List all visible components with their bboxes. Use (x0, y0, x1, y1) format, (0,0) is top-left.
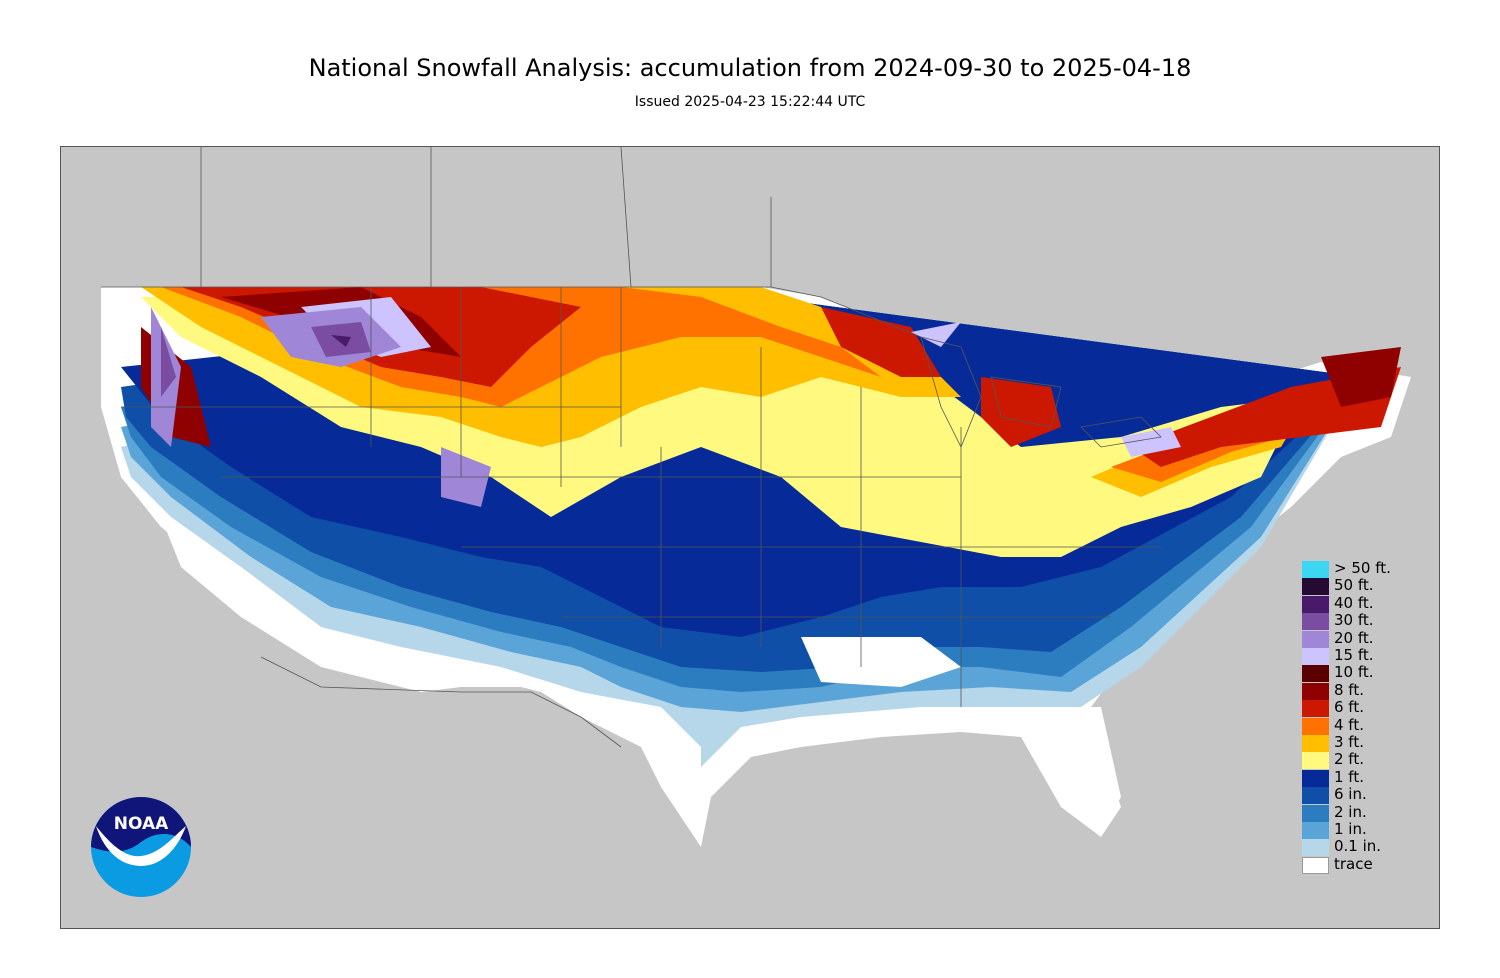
snowfall-bands (101, 287, 1411, 847)
legend-swatch (1302, 804, 1329, 822)
legend-entry: 8 ft. (1302, 680, 1422, 700)
issued-timestamp: Issued 2025-04-23 15:22:44 UTC (634, 94, 866, 110)
legend-label: 40 ft. (1334, 593, 1374, 612)
band-eight-feet (141, 287, 1401, 447)
noaa-logo: NOAA (90, 796, 192, 898)
legend-label: 6 ft. (1334, 698, 1364, 717)
legend-entry: 1 ft. (1302, 767, 1422, 787)
band-trace-southwest (161, 517, 461, 692)
borders (101, 147, 1162, 748)
great-lakes-outline (920, 336, 982, 448)
legend-entry: 2 ft. (1302, 750, 1422, 770)
legend-label: 2 ft. (1334, 750, 1364, 769)
legend-entry: 15 ft. (1302, 646, 1422, 665)
legend-entry: 6 ft. (1302, 698, 1422, 718)
legend-label: 1 in. (1334, 820, 1367, 838)
legend-entry: 50 ft. (1302, 576, 1422, 596)
legend-label: 6 in. (1334, 785, 1367, 804)
band-forty-feet (331, 335, 351, 347)
legend-entry: 10 ft. (1302, 663, 1422, 683)
legend-swatch (1302, 613, 1329, 631)
band-trace-texas (581, 692, 701, 807)
canada-province-line (620, 147, 632, 288)
legend-label: trace (1334, 854, 1373, 873)
legend-label: 15 ft. (1334, 646, 1374, 664)
band-trace-south-central (801, 637, 961, 687)
legend-entry: 4 ft. (1302, 715, 1422, 735)
legend-swatch (1302, 595, 1329, 613)
legend-entry: 40 ft. (1302, 593, 1422, 613)
legend-swatch (1302, 752, 1329, 770)
great-lakes-outline (1080, 416, 1162, 448)
legend-label: 50 ft. (1334, 576, 1374, 595)
legend-swatch (1302, 561, 1329, 578)
legend-entry: 3 ft. (1302, 733, 1422, 752)
legend-swatch (1302, 822, 1329, 839)
noaa-seal-icon: NOAA (91, 797, 191, 897)
legend-label: 4 ft. (1334, 715, 1364, 734)
legend-label: 0.1 in. (1334, 837, 1382, 856)
legend-entry: > 50 ft. (1302, 559, 1422, 578)
legend-swatch (1302, 648, 1329, 665)
legend-entry: trace (1302, 854, 1422, 874)
legend-swatch (1302, 787, 1329, 805)
legend-swatch (1302, 717, 1329, 735)
legend-entry: 0.1 in. (1302, 837, 1422, 857)
legend-entry: 1 in. (1302, 820, 1422, 839)
legend-entry: 2 in. (1302, 802, 1422, 822)
legend-swatch (1302, 839, 1329, 857)
band-trace-florida (1051, 707, 1121, 832)
legend-swatch (1302, 856, 1329, 874)
legend-label: 8 ft. (1334, 680, 1364, 699)
mexico-border (260, 656, 622, 748)
snowfall-map (60, 146, 1440, 929)
legend-label: 30 ft. (1334, 611, 1374, 630)
legend-label: 2 in. (1334, 802, 1367, 821)
map-title: National Snowfall Analysis: accumulation… (308, 54, 1192, 82)
conus-snowfall-rendering (101, 147, 1411, 847)
legend-swatch (1302, 769, 1329, 787)
great-lakes-outline (990, 376, 1062, 428)
legend-swatch (1302, 578, 1329, 596)
legend-swatch (1302, 630, 1329, 648)
legend-label: 3 ft. (1334, 733, 1364, 751)
legend-entry: 20 ft. (1302, 628, 1422, 648)
us-canada-border (101, 286, 922, 338)
noaa-logo-text: NOAA (114, 814, 169, 834)
band-fifteen-feet (301, 297, 1181, 457)
legend-label: > 50 ft. (1334, 559, 1391, 577)
legend-swatch (1302, 682, 1329, 700)
legend-label: 1 ft. (1334, 767, 1364, 786)
legend-swatch (1302, 700, 1329, 718)
legend-swatch (1302, 735, 1329, 752)
legend-entry: 30 ft. (1302, 611, 1422, 631)
legend-label: 10 ft. (1334, 663, 1374, 682)
legend-label: 20 ft. (1334, 628, 1374, 647)
band-thirty-feet (161, 322, 371, 397)
band-six-feet (181, 287, 1401, 467)
legend-swatch (1302, 665, 1329, 683)
legend-entry: 6 in. (1302, 785, 1422, 805)
